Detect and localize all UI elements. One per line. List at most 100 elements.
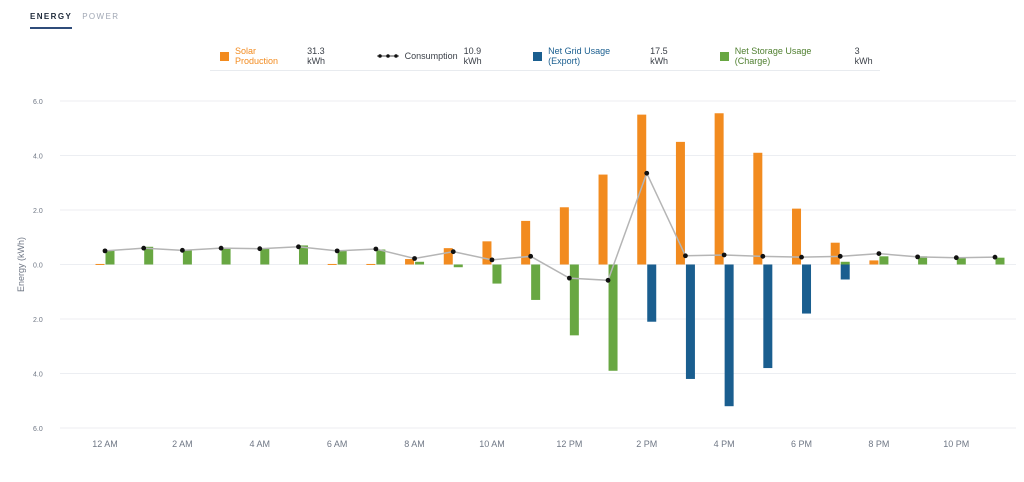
storage-bar <box>995 257 1005 265</box>
consumption-point <box>721 252 727 258</box>
legend-grid-name: Net Grid Usage (Export) <box>548 46 611 66</box>
consumption-point <box>296 244 301 250</box>
legend-item-grid[interactable]: Net Grid Usage (Export) 17.5 kWh <box>523 46 688 66</box>
solar-bar <box>598 174 608 265</box>
chart-legend: Solar Production 31.3 kWh Consumption 10… <box>210 42 880 71</box>
solar-bar <box>482 241 492 265</box>
x-tick-label: 12 PM <box>556 439 582 449</box>
storage-bar <box>182 249 192 265</box>
solar-bar <box>753 152 763 265</box>
consumption-point <box>218 245 224 251</box>
legend-storage-name: Net Storage Usage (Charge) <box>734 46 812 66</box>
solar-bar <box>521 220 531 265</box>
legend-solar-name: Solar Production <box>234 46 278 66</box>
storage-bar <box>298 245 308 265</box>
legend-grid-value: 17.5 kWh <box>650 46 669 66</box>
grid-bar <box>802 264 812 314</box>
solar-bar <box>792 208 802 265</box>
consumption-point <box>141 245 147 251</box>
y-tick-label: 4.0 <box>33 372 43 379</box>
solar-bar <box>559 207 569 265</box>
solar-bar <box>405 259 415 265</box>
storage-bar <box>376 249 386 265</box>
grid-bar <box>724 264 734 407</box>
x-tick-label: 12 AM <box>92 439 118 449</box>
x-tick-label: 2 PM <box>636 439 657 449</box>
consumption-point <box>528 253 534 259</box>
storage-bar <box>144 246 154 265</box>
solar-bar <box>830 242 840 265</box>
storage-bar <box>105 250 115 265</box>
solar-bar <box>443 248 453 265</box>
consumption-point <box>953 255 959 261</box>
solar-bar <box>869 260 879 265</box>
consumption-point <box>489 257 495 263</box>
consumption-point <box>412 256 417 261</box>
solar-bar <box>366 263 376 265</box>
consumption-point <box>683 253 688 259</box>
legend-item-consumption[interactable]: Consumption 10.9 kWh <box>367 46 501 66</box>
legend-item-storage[interactable]: Net Storage Usage (Charge) 3 kWh <box>710 46 880 66</box>
x-tick-label: 8 PM <box>868 439 889 449</box>
y-tick-label: 2.0 <box>33 208 43 215</box>
consumption-point <box>605 277 611 283</box>
view-tabs: ENERGY POWER <box>30 12 119 29</box>
y-tick-label: 4.0 <box>33 154 43 161</box>
storage-bar <box>956 257 966 265</box>
x-tick-label: 10 AM <box>479 439 505 449</box>
legend-consumption-value: 10.9 kWh <box>463 46 482 66</box>
grid-bar <box>763 264 773 369</box>
x-tick-label: 6 PM <box>791 439 812 449</box>
storage-bar <box>337 250 347 265</box>
grid-swatch-icon <box>533 51 543 61</box>
x-tick-label: 4 PM <box>714 439 735 449</box>
x-tick-label: 6 AM <box>327 439 348 449</box>
storage-bar <box>415 261 425 265</box>
tab-power[interactable]: POWER <box>82 12 120 21</box>
y-axis-label: Energy (kWh) <box>16 237 26 292</box>
storage-swatch-icon <box>719 51 729 61</box>
consumption-point <box>876 251 882 256</box>
grid-bar <box>685 264 695 379</box>
storage-bar <box>918 256 928 265</box>
storage-bar <box>492 264 502 284</box>
y-tick-label: 6.0 <box>33 426 43 433</box>
storage-bar <box>531 264 541 300</box>
x-tick-label: 10 PM <box>943 439 969 449</box>
solar-bar <box>714 113 724 265</box>
solar-bar <box>95 263 105 265</box>
solar-bar <box>637 114 647 265</box>
x-tick-label: 8 AM <box>404 439 425 449</box>
storage-bar <box>879 256 889 265</box>
consumption-point <box>992 254 998 260</box>
consumption-point <box>334 248 340 254</box>
storage-bar <box>221 248 231 265</box>
consumption-point <box>915 254 921 260</box>
consumption-point <box>644 170 650 176</box>
y-tick-label: 0.0 <box>33 263 43 270</box>
storage-bar <box>840 261 850 265</box>
legend-item-solar[interactable]: Solar Production 31.3 kWh <box>210 46 345 66</box>
solar-bar <box>327 263 337 265</box>
consumption-point <box>799 254 804 260</box>
legend-consumption-name: Consumption <box>404 51 458 61</box>
consumption-point <box>257 246 263 252</box>
consumption-point <box>373 246 379 252</box>
legend-solar-value: 31.3 kWh <box>307 46 326 66</box>
consumption-point <box>566 275 572 281</box>
consumption-line-icon <box>376 54 399 58</box>
y-tick-label: 6.0 <box>33 99 43 106</box>
storage-bar <box>453 264 463 268</box>
y-tick-label: 2.0 <box>33 317 43 324</box>
storage-bar <box>260 248 270 265</box>
grid-bar <box>840 264 850 280</box>
solar-bar <box>675 141 685 265</box>
legend-storage-value: 3 kWh <box>854 46 873 66</box>
grid-bar <box>647 264 657 322</box>
tab-energy[interactable]: ENERGY <box>30 12 73 29</box>
solar-swatch-icon <box>220 51 229 61</box>
storage-bar <box>569 264 579 336</box>
consumption-point <box>837 253 843 259</box>
x-tick-label: 4 AM <box>250 439 271 449</box>
